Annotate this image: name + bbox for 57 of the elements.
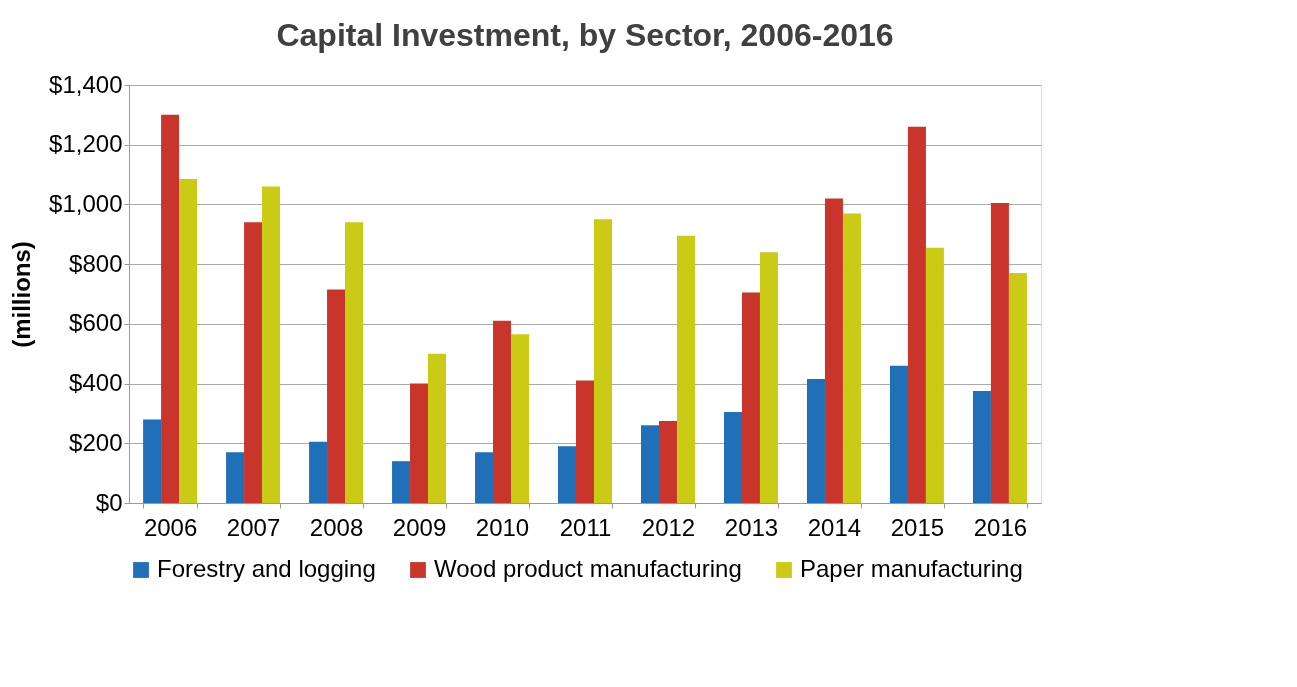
bar <box>676 235 695 503</box>
bar <box>741 292 760 503</box>
y-tick-label: $1,400 <box>49 70 123 98</box>
y-tick-label: $1,200 <box>49 130 123 158</box>
legend-label: Paper manufacturing <box>800 555 1023 582</box>
x-tick-label: 2008 <box>309 513 364 541</box>
x-tick-label: 2011 <box>559 513 612 541</box>
bar <box>410 383 429 503</box>
bar <box>428 353 447 503</box>
bar <box>824 198 843 503</box>
bar <box>972 391 991 503</box>
x-tick-label: 2016 <box>973 513 1028 541</box>
bar <box>990 202 1009 503</box>
bar <box>806 379 825 503</box>
y-axis-title: (millions) <box>8 241 36 348</box>
bar <box>226 452 245 503</box>
bar <box>723 411 742 503</box>
y-tick-label: $600 <box>69 309 123 337</box>
x-tick-label: 2010 <box>475 513 530 541</box>
x-tick-label: 2009 <box>392 513 447 541</box>
bar <box>262 186 281 503</box>
bar <box>345 222 364 503</box>
bar <box>493 320 512 503</box>
y-tick-label: $1,000 <box>49 189 123 217</box>
bar <box>759 252 778 503</box>
y-tick-label: $0 <box>95 488 123 516</box>
bar <box>593 219 612 503</box>
bar <box>511 334 529 503</box>
x-tick-label: 2012 <box>641 513 696 541</box>
bar <box>558 446 577 503</box>
bar <box>658 420 677 503</box>
y-tick-label: $200 <box>69 428 123 456</box>
y-tick-label: $400 <box>69 369 123 397</box>
chart-title: Capital Investment, by Sector, 2006-2016 <box>276 17 894 53</box>
x-tick-label: 2013 <box>724 513 779 541</box>
bar <box>925 247 944 503</box>
x-tick-label: 2006 <box>143 513 198 541</box>
bar <box>1008 273 1027 503</box>
bar <box>161 114 180 503</box>
legend-label: Wood product manufacturing <box>434 555 742 582</box>
bar <box>641 425 659 503</box>
bar <box>327 289 346 503</box>
bar <box>309 441 328 503</box>
legend-label: Forestry and logging <box>157 555 376 582</box>
bar <box>143 419 162 503</box>
x-tick-label: 2014 <box>807 513 862 541</box>
x-tick-label: 2007 <box>226 513 281 541</box>
bar <box>475 452 494 503</box>
x-tick-label: 2015 <box>890 513 945 541</box>
bar <box>889 365 908 503</box>
bar <box>244 222 263 503</box>
y-tick-label: $800 <box>69 249 123 277</box>
bar <box>842 213 861 503</box>
bar <box>392 461 411 503</box>
bar <box>907 126 926 503</box>
bar <box>179 179 198 503</box>
bar <box>576 380 594 503</box>
